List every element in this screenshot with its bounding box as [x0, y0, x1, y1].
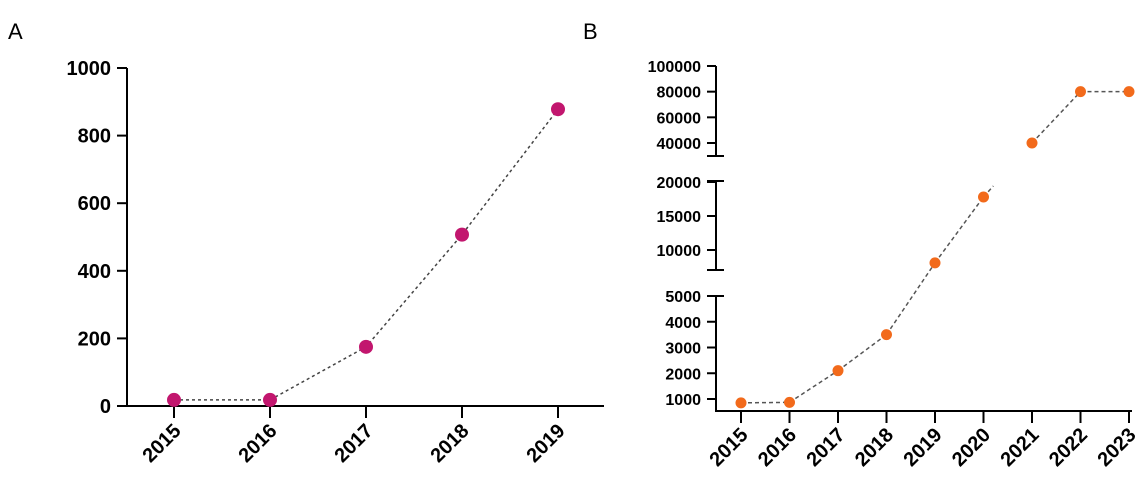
series-line-segment — [740, 401, 790, 404]
y-tick-label: 20000 — [657, 175, 702, 192]
x-tick-label: 2022 — [1045, 424, 1092, 471]
x-tick-label: 2023 — [1094, 424, 1141, 471]
x-tick-label: 2017 — [331, 420, 378, 467]
panel-a-chart: A 0 200 400 600 800 1000 2015 2016 2017 2018 2019 — [8, 19, 604, 467]
data-point — [1123, 86, 1135, 98]
panel-b-label: B — [583, 19, 598, 44]
y-tick-label: 600 — [78, 193, 111, 215]
y-tick-label: 1000 — [665, 392, 701, 409]
data-point — [881, 329, 892, 341]
series-line-segment — [789, 370, 839, 403]
x-tick-label: 2016 — [235, 420, 282, 467]
x-tick-label: 2019 — [523, 420, 570, 467]
x-tick-label: 2017 — [803, 424, 850, 471]
data-point — [455, 227, 469, 242]
data-point — [735, 397, 747, 409]
series-line-segment — [837, 334, 887, 372]
data-point — [832, 365, 844, 377]
y-tick-label: 0 — [100, 396, 111, 418]
data-point — [167, 392, 181, 407]
data-point — [784, 396, 795, 408]
panel-b-chart: B 1000 2000 3000 4000 5000 10000 15000 20000 400… — [583, 19, 1141, 471]
y-tick-label: 4000 — [665, 315, 701, 332]
x-tick-label: 2015 — [706, 424, 753, 471]
y-tick-label: 80000 — [657, 85, 702, 102]
y-tick-label: 10000 — [657, 243, 702, 260]
y-tick-label: 15000 — [657, 209, 702, 226]
x-tick-label: 2018 — [851, 424, 898, 471]
y-tick-label: 1000 — [67, 58, 112, 80]
y-tick-label: 60000 — [657, 110, 702, 127]
y-tick-label: 800 — [78, 126, 111, 148]
x-tick-label: 2020 — [948, 424, 995, 471]
x-tick-label: 2021 — [997, 424, 1044, 471]
data-point — [1075, 86, 1086, 98]
x-tick-label: 2018 — [427, 420, 474, 467]
y-tick-label: 5000 — [665, 289, 701, 306]
data-point — [263, 392, 277, 407]
series-line-segment — [934, 196, 985, 264]
x-tick-label: 2015 — [139, 420, 186, 467]
y-tick-label: 40000 — [657, 136, 702, 153]
series-line-segment — [885, 262, 936, 336]
data-point — [1026, 137, 1038, 149]
data-point — [359, 339, 373, 354]
y-tick-label: 400 — [78, 261, 111, 283]
data-point — [929, 257, 941, 269]
y-tick-label: 100000 — [648, 59, 701, 76]
y-tick-label: 200 — [78, 328, 111, 350]
data-point — [551, 102, 565, 117]
x-tick-label: 2019 — [900, 424, 947, 471]
x-tick-label: 2016 — [754, 424, 801, 471]
series-line-segment — [1031, 91, 1082, 144]
panel-a-label: A — [8, 19, 23, 44]
y-tick-label: 2000 — [665, 366, 701, 383]
y-tick-label: 3000 — [665, 341, 701, 358]
data-point — [978, 191, 989, 203]
series-line — [174, 108, 559, 401]
